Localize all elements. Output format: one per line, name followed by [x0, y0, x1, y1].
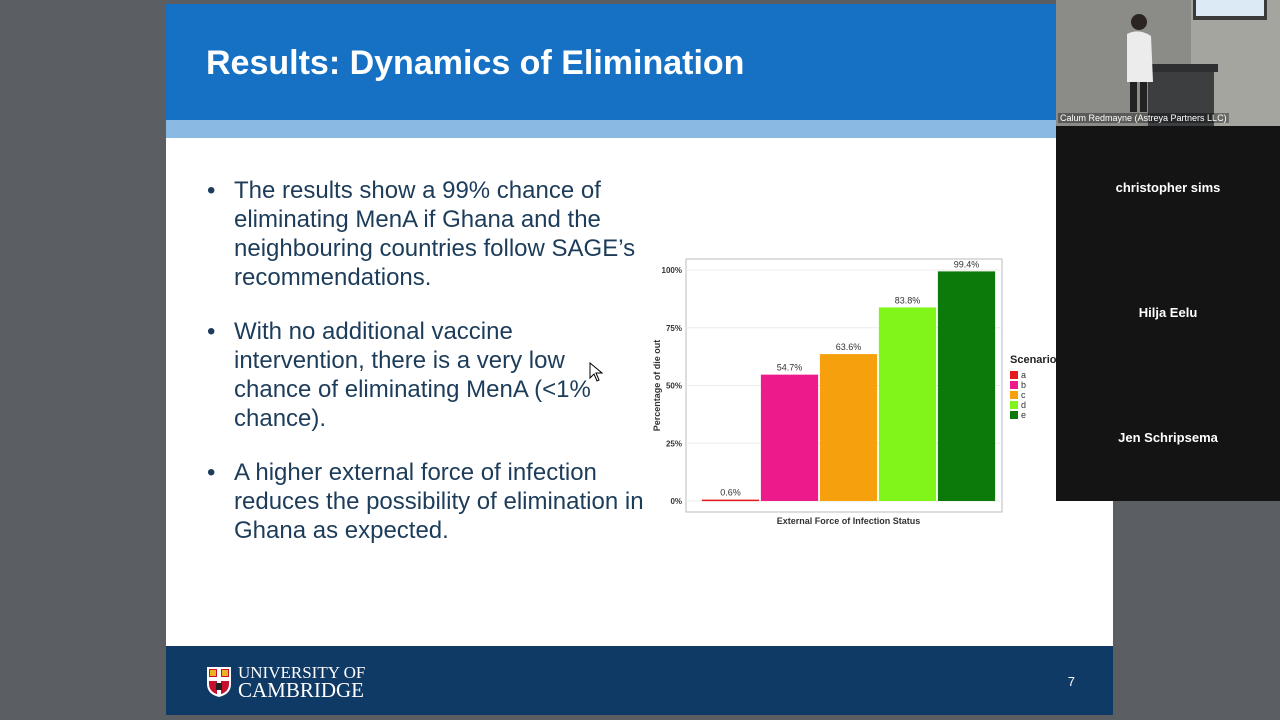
bullet-text: The results show a 99% chance of elimina… [234, 177, 636, 291]
y-tick-label: 0% [670, 497, 682, 506]
legend-label: c [1021, 390, 1026, 400]
legend-swatch [1010, 411, 1018, 419]
video-feed-icon [1056, 0, 1280, 126]
bar-data-label: 83.8% [895, 295, 921, 305]
bullet-list: • The results show a 99% chance of elimin… [204, 176, 644, 570]
bar-data-label: 54.7% [777, 363, 803, 373]
bullet-item: • With no additional vaccine intervention… [204, 317, 644, 433]
slide-footer: UNIVERSITY OF CAMBRIDGE 7 [166, 646, 1113, 715]
bullet-dot: • [207, 318, 216, 345]
cambridge-crest-icon [207, 667, 231, 697]
slide-title: Results: Dynamics of Elimination [206, 44, 745, 82]
legend-title: Scenario [1010, 354, 1057, 366]
bar-data-label: 63.6% [836, 342, 862, 352]
slide-title-bar: Results: Dynamics of Elimination [166, 4, 1113, 120]
y-tick-label: 25% [666, 439, 682, 448]
y-tick-label: 100% [662, 266, 682, 275]
participant-tile[interactable]: Hilja Eelu [1138, 305, 1198, 320]
participant-tile[interactable]: christopher sims [1115, 180, 1221, 195]
elimination-bar-chart: 0% 25% 50% 75% 100% 0.6% 54.7% 63.6% 83.8% 99.4% E… [652, 258, 1057, 526]
chart-bar [701, 499, 760, 502]
legend-swatch [1010, 371, 1018, 379]
y-tick-label: 75% [666, 324, 682, 333]
y-axis-label: Percentage of die out [652, 340, 662, 432]
chart-bar [819, 354, 878, 501]
university-line-1: UNIVERSITY OF [238, 663, 366, 682]
legend-swatch [1010, 381, 1018, 389]
legend-label: b [1021, 380, 1026, 390]
bar-data-label: 99.4% [954, 259, 980, 269]
bullet-dot: • [207, 459, 216, 486]
presentation-slide: Results: Dynamics of Elimination • The re… [166, 4, 1113, 715]
participants-panel: Calum Redmayne (Astreya Partners LLC) ch… [1056, 0, 1280, 501]
chart-bar [878, 307, 937, 501]
participant-tile[interactable]: Jen Schripsema [1118, 430, 1218, 445]
page-number: 7 [1067, 674, 1075, 689]
bar-data-label: 0.6% [720, 488, 741, 498]
legend-label: e [1021, 410, 1026, 420]
university-name: UNIVERSITY OF CAMBRIDGE [238, 663, 366, 702]
chart-bar [937, 271, 996, 501]
bullet-text: A higher external force of infection red… [234, 459, 644, 544]
university-line-2: CAMBRIDGE [238, 678, 365, 702]
chart-bar [760, 374, 819, 501]
legend-label: d [1021, 400, 1026, 410]
participant-video[interactable]: Calum Redmayne (Astreya Partners LLC) [1056, 0, 1280, 126]
bullet-text: With no additional vaccine intervention,… [234, 318, 591, 432]
y-tick-label: 50% [666, 382, 682, 391]
legend-swatch [1010, 401, 1018, 409]
legend-swatch [1010, 391, 1018, 399]
video-participant-name: Calum Redmayne (Astreya Partners LLC) [1058, 113, 1229, 123]
title-stripe [166, 120, 1113, 138]
bullet-item: • A higher external force of infection re… [204, 458, 644, 545]
x-axis-label: External Force of Infection Status [777, 516, 921, 526]
mouse-pointer-icon [589, 362, 603, 382]
bullet-item: • The results show a 99% chance of elimin… [204, 176, 644, 292]
bullet-dot: • [207, 177, 216, 204]
legend-label: a [1021, 370, 1026, 380]
